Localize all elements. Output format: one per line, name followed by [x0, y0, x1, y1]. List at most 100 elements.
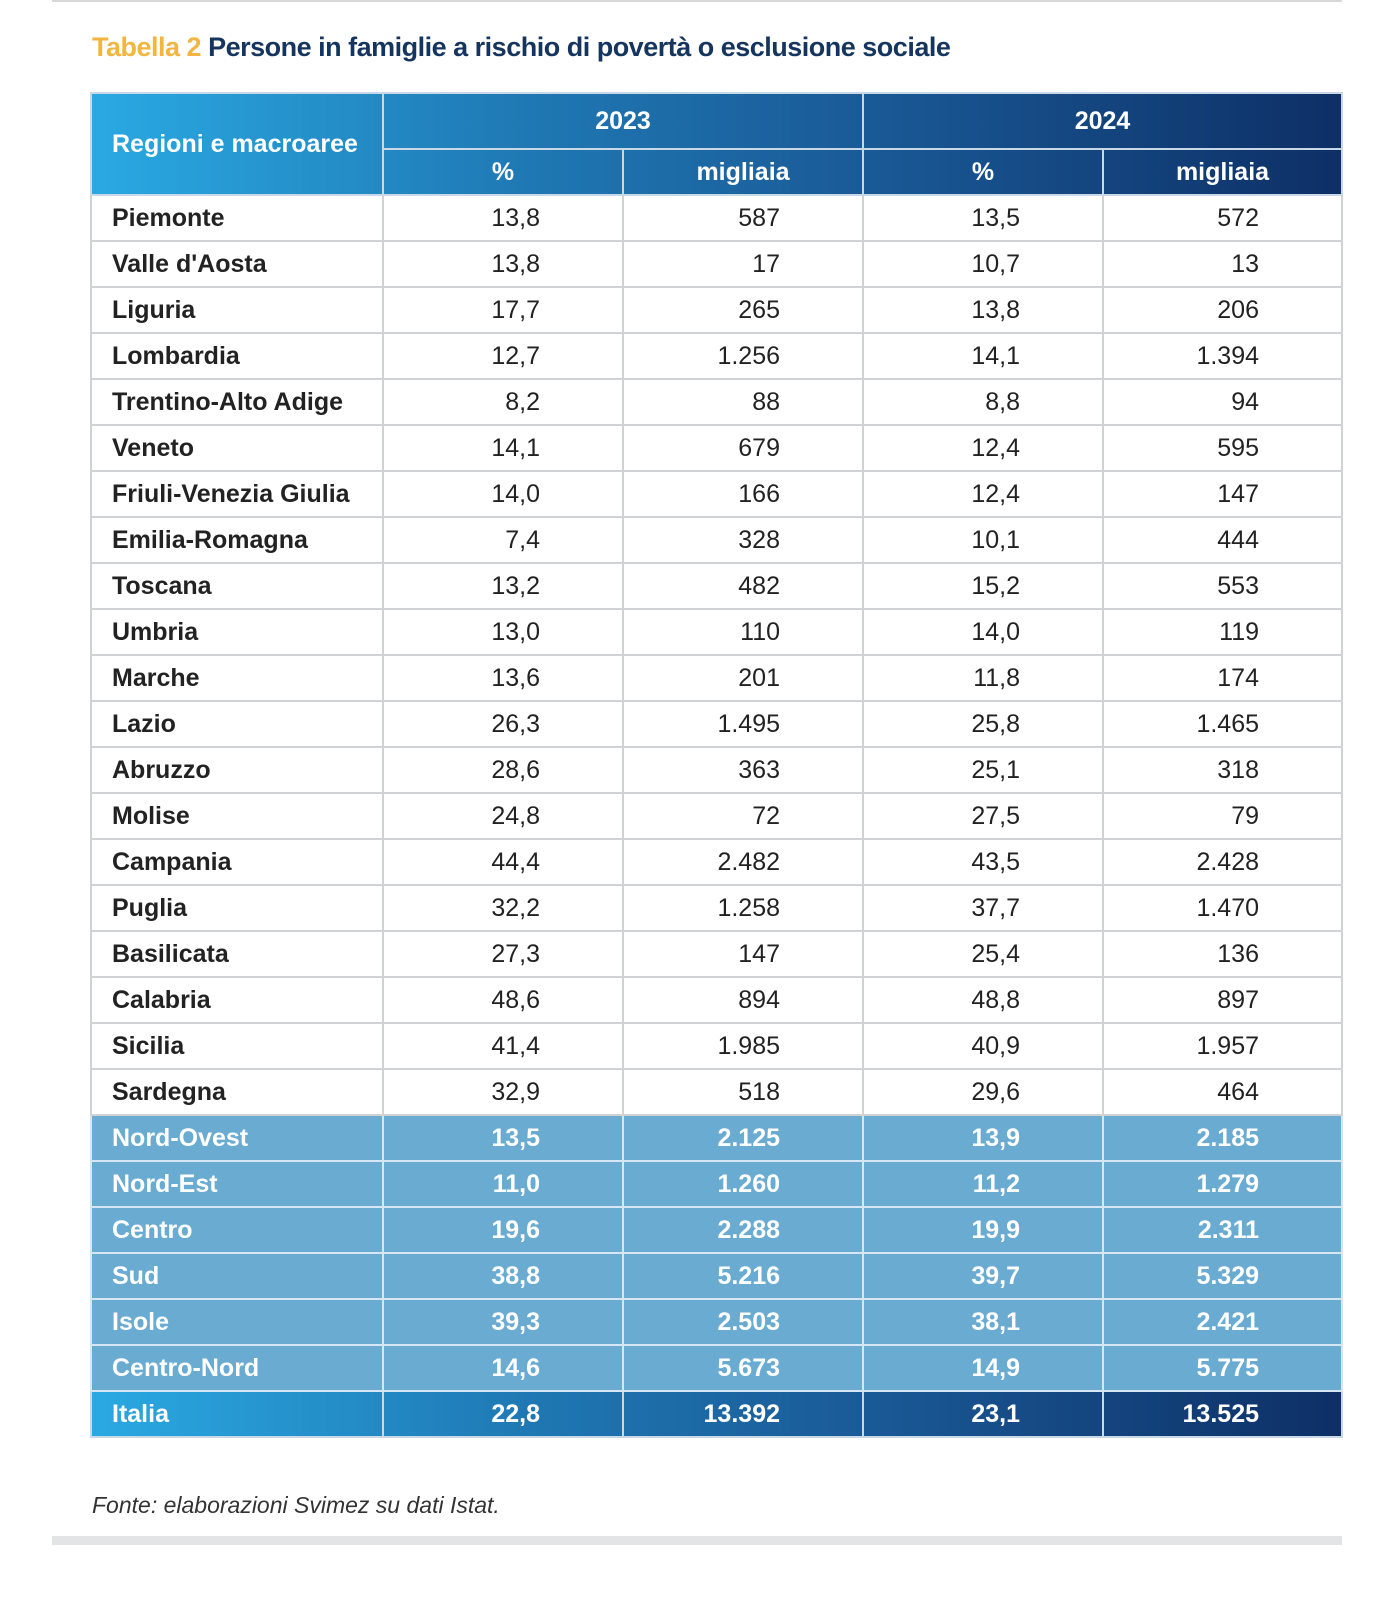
header-year-2023: 2023 — [382, 92, 864, 150]
cell-pct-2023: 26,3 — [382, 700, 624, 748]
cell-pct-2024: 23,1 — [862, 1390, 1104, 1438]
cell-thousands-2023: 1.260 — [622, 1160, 864, 1208]
cell-pct-2023: 7,4 — [382, 516, 624, 564]
cell-thousands-2024: 2.428 — [1102, 838, 1343, 886]
table-title: Tabella 2 Persone in famiglie a rischio … — [92, 32, 951, 63]
cell-thousands-2023: 147 — [622, 930, 864, 978]
cell-pct-2023: 28,6 — [382, 746, 624, 794]
cell-thousands-2024: 897 — [1102, 976, 1343, 1024]
cell-thousands-2024: 1.957 — [1102, 1022, 1343, 1070]
table-row: Basilicata 27,3 147 25,4 136 — [90, 930, 1343, 978]
cell-pct-2024: 13,9 — [862, 1114, 1104, 1162]
cell-pct-2023: 32,9 — [382, 1068, 624, 1116]
cell-thousands-2023: 88 — [622, 378, 864, 426]
cell-region: Centro-Nord — [90, 1344, 384, 1392]
cell-pct-2024: 8,8 — [862, 378, 1104, 426]
cell-pct-2024: 10,1 — [862, 516, 1104, 564]
source-note: Fonte: elaborazioni Svimez su dati Istat… — [92, 1492, 500, 1518]
cell-region: Sardegna — [90, 1068, 384, 1116]
cell-pct-2024: 12,4 — [862, 424, 1104, 472]
cell-pct-2024: 40,9 — [862, 1022, 1104, 1070]
cell-pct-2023: 11,0 — [382, 1160, 624, 1208]
cell-pct-2023: 13,8 — [382, 240, 624, 288]
table-row: Molise 24,8 72 27,5 79 — [90, 792, 1343, 840]
table-row: Abruzzo 28,6 363 25,1 318 — [90, 746, 1343, 794]
cell-pct-2023: 48,6 — [382, 976, 624, 1024]
cell-pct-2024: 14,9 — [862, 1344, 1104, 1392]
cell-region: Isole — [90, 1298, 384, 1346]
cell-pct-2023: 14,6 — [382, 1344, 624, 1392]
cell-thousands-2024: 13.525 — [1102, 1390, 1343, 1438]
cell-thousands-2024: 13 — [1102, 240, 1343, 288]
cell-thousands-2024: 2.311 — [1102, 1206, 1343, 1254]
cell-pct-2023: 17,7 — [382, 286, 624, 334]
cell-pct-2023: 32,2 — [382, 884, 624, 932]
table-row: Toscana 13,2 482 15,2 553 — [90, 562, 1343, 610]
cell-thousands-2024: 5.775 — [1102, 1344, 1343, 1392]
cell-region: Piemonte — [90, 194, 384, 242]
cell-region: Italia — [90, 1390, 384, 1438]
cell-thousands-2024: 595 — [1102, 424, 1343, 472]
cell-pct-2023: 13,5 — [382, 1114, 624, 1162]
cell-pct-2023: 13,6 — [382, 654, 624, 702]
table-row: Sicilia 41,4 1.985 40,9 1.957 — [90, 1022, 1343, 1070]
macro-area-row: Nord-Est 11,0 1.260 11,2 1.279 — [90, 1160, 1343, 1208]
table-row: Lombardia 12,7 1.256 14,1 1.394 — [90, 332, 1343, 380]
table-title-text: Persone in famiglie a rischio di povertà… — [208, 32, 951, 62]
cell-pct-2024: 38,1 — [862, 1298, 1104, 1346]
cell-pct-2024: 12,4 — [862, 470, 1104, 518]
cell-thousands-2024: 553 — [1102, 562, 1343, 610]
cell-pct-2024: 10,7 — [862, 240, 1104, 288]
cell-region: Nord-Ovest — [90, 1114, 384, 1162]
cell-pct-2024: 14,1 — [862, 332, 1104, 380]
macro-area-row: Isole 39,3 2.503 38,1 2.421 — [90, 1298, 1343, 1346]
cell-thousands-2023: 72 — [622, 792, 864, 840]
cell-pct-2024: 43,5 — [862, 838, 1104, 886]
cell-thousands-2024: 464 — [1102, 1068, 1343, 1116]
cell-pct-2023: 22,8 — [382, 1390, 624, 1438]
table-row: Lazio 26,3 1.495 25,8 1.465 — [90, 700, 1343, 748]
cell-pct-2023: 13,2 — [382, 562, 624, 610]
cell-thousands-2023: 2.288 — [622, 1206, 864, 1254]
macro-area-row: Sud 38,8 5.216 39,7 5.329 — [90, 1252, 1343, 1300]
cell-pct-2023: 14,0 — [382, 470, 624, 518]
cell-thousands-2024: 119 — [1102, 608, 1343, 656]
cell-pct-2024: 13,8 — [862, 286, 1104, 334]
cell-pct-2023: 24,8 — [382, 792, 624, 840]
cell-thousands-2023: 1.495 — [622, 700, 864, 748]
table-row: Puglia 32,2 1.258 37,7 1.470 — [90, 884, 1343, 932]
cell-thousands-2024: 5.329 — [1102, 1252, 1343, 1300]
cell-region: Lazio — [90, 700, 384, 748]
cell-thousands-2023: 1.258 — [622, 884, 864, 932]
cell-pct-2024: 11,8 — [862, 654, 1104, 702]
cell-pct-2024: 15,2 — [862, 562, 1104, 610]
cell-thousands-2023: 894 — [622, 976, 864, 1024]
cell-region: Toscana — [90, 562, 384, 610]
cell-region: Sud — [90, 1252, 384, 1300]
cell-region: Veneto — [90, 424, 384, 472]
cell-thousands-2023: 110 — [622, 608, 864, 656]
header-region: Regioni e macroaree — [90, 92, 384, 196]
cell-thousands-2024: 1.394 — [1102, 332, 1343, 380]
cell-thousands-2024: 1.470 — [1102, 884, 1343, 932]
table-row: Calabria 48,6 894 48,8 897 — [90, 976, 1343, 1024]
cell-thousands-2024: 147 — [1102, 470, 1343, 518]
cell-thousands-2023: 201 — [622, 654, 864, 702]
cell-pct-2023: 14,1 — [382, 424, 624, 472]
header-thousands-2023: migliaia — [622, 148, 864, 196]
cell-thousands-2023: 679 — [622, 424, 864, 472]
macro-area-row: Centro 19,6 2.288 19,9 2.311 — [90, 1206, 1343, 1254]
cell-thousands-2024: 572 — [1102, 194, 1343, 242]
cell-region: Lombardia — [90, 332, 384, 380]
cell-thousands-2023: 265 — [622, 286, 864, 334]
cell-thousands-2024: 444 — [1102, 516, 1343, 564]
cell-pct-2024: 25,1 — [862, 746, 1104, 794]
cell-pct-2023: 19,6 — [382, 1206, 624, 1254]
cell-region: Calabria — [90, 976, 384, 1024]
cell-thousands-2024: 1.465 — [1102, 700, 1343, 748]
cell-pct-2024: 27,5 — [862, 792, 1104, 840]
cell-thousands-2023: 2.482 — [622, 838, 864, 886]
cell-pct-2024: 25,4 — [862, 930, 1104, 978]
cell-region: Basilicata — [90, 930, 384, 978]
cell-pct-2023: 13,8 — [382, 194, 624, 242]
